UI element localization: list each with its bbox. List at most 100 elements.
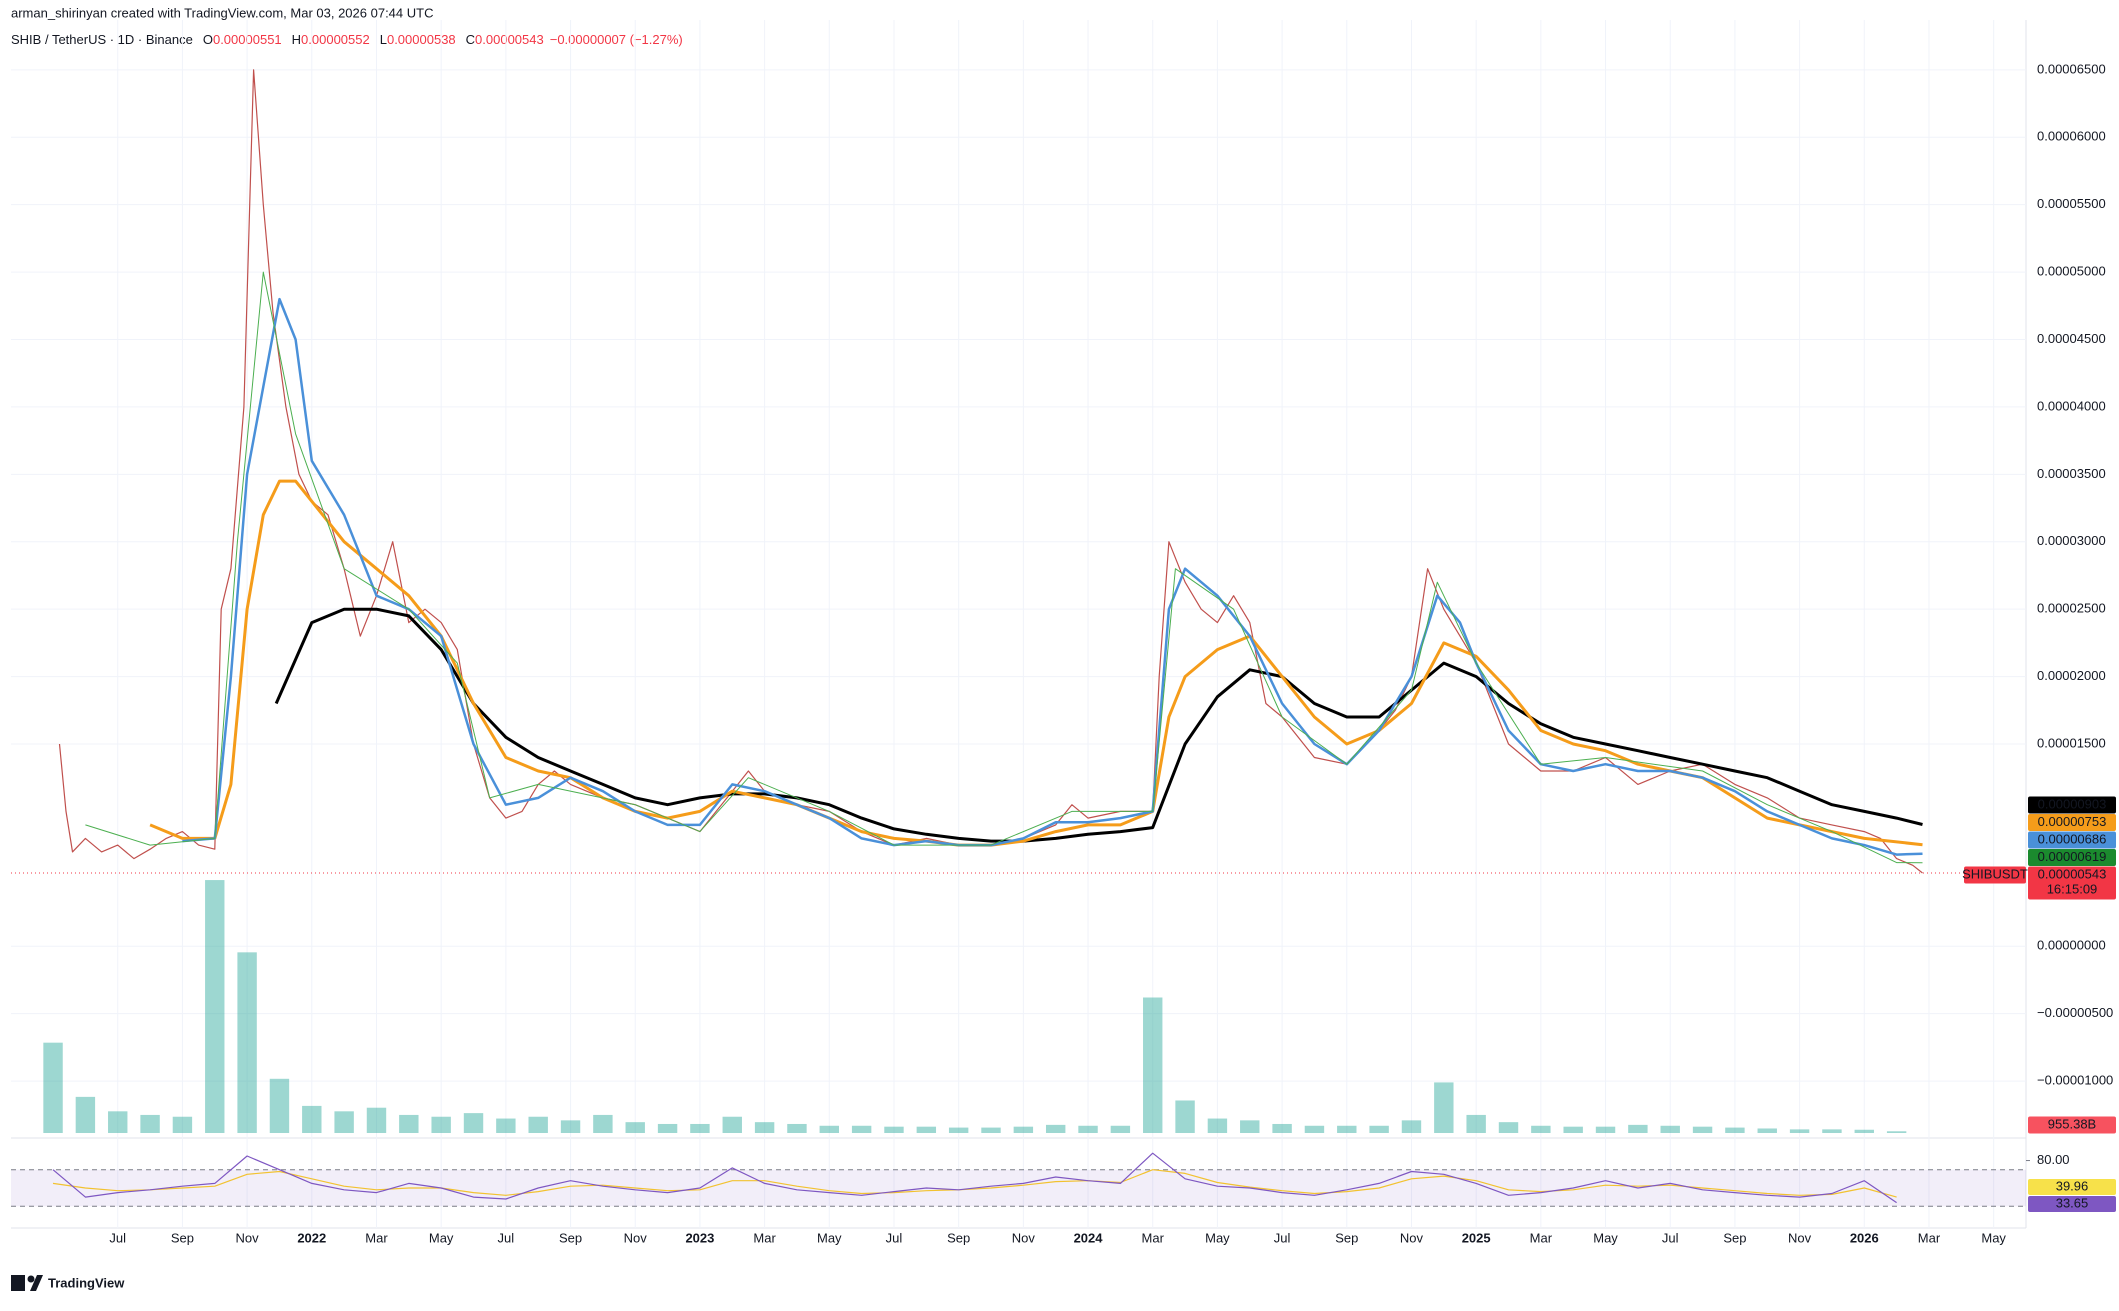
y-tick-label: 0.00006000 bbox=[2037, 129, 2106, 144]
y-tick-label: −0.00001000 bbox=[2037, 1073, 2113, 1088]
volume-bar bbox=[43, 1042, 63, 1133]
y-tick-label: 0.00006500 bbox=[2037, 61, 2106, 76]
volume-bar bbox=[1789, 1129, 1810, 1133]
moving-average bbox=[182, 297, 1923, 856]
volume-label-box bbox=[2028, 1116, 2116, 1134]
x-tick-label: Nov bbox=[1400, 1230, 1424, 1245]
volume-bar bbox=[625, 1122, 645, 1133]
price-label: 0.00000753 bbox=[2038, 814, 2107, 829]
y-tick-label: 0.00003000 bbox=[2037, 533, 2106, 548]
x-tick-label: May bbox=[1981, 1230, 2006, 1245]
volume-bar bbox=[172, 1116, 193, 1133]
price-label: 0.00000903 bbox=[2038, 796, 2107, 811]
current-price-box bbox=[2028, 866, 2116, 900]
volume-bar bbox=[528, 1116, 548, 1133]
volume-bar bbox=[237, 952, 257, 1133]
volume-bar bbox=[108, 1111, 128, 1133]
price-label-box bbox=[2028, 796, 2116, 814]
y-tick-label: 0.00002500 bbox=[2037, 601, 2106, 616]
volume-bar bbox=[1498, 1122, 1519, 1133]
rsi-line bbox=[52, 1152, 1897, 1204]
x-tick-label: Jul bbox=[109, 1230, 126, 1245]
x-tick-label: Nov bbox=[1012, 1230, 1036, 1245]
tradingview-logo: TradingView bbox=[11, 1275, 125, 1291]
x-tick-label: Mar bbox=[753, 1230, 776, 1245]
volume-bar bbox=[1240, 1120, 1260, 1133]
ohlc-key: H bbox=[292, 32, 301, 47]
rsi-label-box bbox=[2028, 1179, 2116, 1195]
symbol-legend: SHIB / TetherUS · 1D · Binance O 0.0000055… bbox=[11, 32, 683, 47]
volume-bar bbox=[1563, 1126, 1583, 1133]
logo-mark bbox=[27, 1275, 35, 1283]
volume-bar bbox=[916, 1126, 937, 1133]
volume-bar bbox=[1078, 1125, 1098, 1133]
ohlc-key: O bbox=[203, 32, 213, 47]
symbol-tag-box bbox=[1964, 866, 2026, 884]
price-label: 0.00000686 bbox=[2038, 831, 2107, 846]
price-label: 0.00000619 bbox=[2038, 849, 2107, 864]
x-tick-label: Sep bbox=[1335, 1230, 1358, 1245]
volume-bar bbox=[75, 1096, 96, 1133]
x-tick-label: May bbox=[1205, 1230, 1230, 1245]
volume-bar bbox=[496, 1118, 516, 1133]
x-tick-label: Mar bbox=[1142, 1230, 1165, 1245]
volume-bar bbox=[1757, 1128, 1777, 1133]
y-tick-label: −0.00000500 bbox=[2037, 1005, 2113, 1020]
y-tick-label: 0.00004000 bbox=[2037, 398, 2106, 413]
rsi-band bbox=[11, 1169, 2026, 1207]
volume-bar bbox=[1304, 1125, 1325, 1133]
symbol: SHIB / TetherUS · 1D · Binance bbox=[11, 32, 193, 47]
volume-bar bbox=[366, 1107, 387, 1133]
volume-bar bbox=[722, 1116, 742, 1133]
volume-bar bbox=[1692, 1126, 1713, 1133]
x-tick-label: 2026 bbox=[1850, 1230, 1879, 1245]
volume-bar bbox=[657, 1123, 678, 1133]
volume-bar bbox=[948, 1127, 969, 1133]
volume-bar bbox=[1143, 997, 1163, 1133]
x-tick-label: May bbox=[429, 1230, 454, 1245]
ohlc-value: 0.00000543 bbox=[475, 32, 544, 47]
x-tick-label: 2025 bbox=[1462, 1230, 1491, 1245]
volume-bar bbox=[1045, 1124, 1066, 1133]
price-label-box bbox=[2028, 831, 2116, 849]
volume-bar bbox=[1854, 1129, 1874, 1133]
y-tick-label: 0.00002000 bbox=[2037, 668, 2106, 683]
x-tick-label: Jul bbox=[1274, 1230, 1291, 1245]
x-tick-label: Nov bbox=[1788, 1230, 1812, 1245]
volume-bar bbox=[690, 1123, 710, 1133]
volume-bar bbox=[981, 1127, 1001, 1133]
volume-bar bbox=[1272, 1123, 1292, 1133]
volume-bar bbox=[1822, 1129, 1842, 1133]
rsi-label-box bbox=[2028, 1196, 2116, 1212]
brand: TradingView bbox=[48, 1275, 125, 1290]
x-tick-label: 2022 bbox=[297, 1230, 326, 1245]
logo-mark bbox=[30, 1275, 43, 1291]
x-tick-label: Mar bbox=[1918, 1230, 1941, 1245]
volume-bar bbox=[819, 1125, 839, 1133]
y-tick-label: 0.00005000 bbox=[2037, 264, 2106, 279]
volume-bar bbox=[1434, 1082, 1454, 1133]
volume-bar bbox=[560, 1120, 581, 1133]
volume-bar bbox=[1595, 1126, 1616, 1133]
volume-bar bbox=[1660, 1125, 1680, 1133]
x-tick-label: Nov bbox=[236, 1230, 260, 1245]
x-tick-label: Jul bbox=[1662, 1230, 1679, 1245]
rsi-label: 33.65 bbox=[2056, 1195, 2089, 1210]
volume-bar bbox=[269, 1078, 290, 1133]
countdown: 16:15:09 bbox=[2047, 881, 2098, 896]
volume-bar bbox=[1110, 1125, 1131, 1133]
volume-bar bbox=[1369, 1125, 1389, 1133]
volume-bar bbox=[884, 1126, 904, 1133]
volume-bar bbox=[431, 1116, 451, 1133]
y-tick-label: 0.00001500 bbox=[2037, 735, 2106, 750]
x-tick-label: May bbox=[817, 1230, 842, 1245]
ohlc-key: C bbox=[466, 32, 475, 47]
attribution: arman_shirinyan created with TradingView… bbox=[11, 5, 433, 20]
x-tick-label: Jul bbox=[886, 1230, 903, 1245]
x-tick-label: Sep bbox=[559, 1230, 582, 1245]
logo-mark bbox=[11, 1275, 25, 1291]
price-label-box bbox=[2028, 849, 2116, 866]
rsi-label: 39.96 bbox=[2056, 1178, 2089, 1193]
